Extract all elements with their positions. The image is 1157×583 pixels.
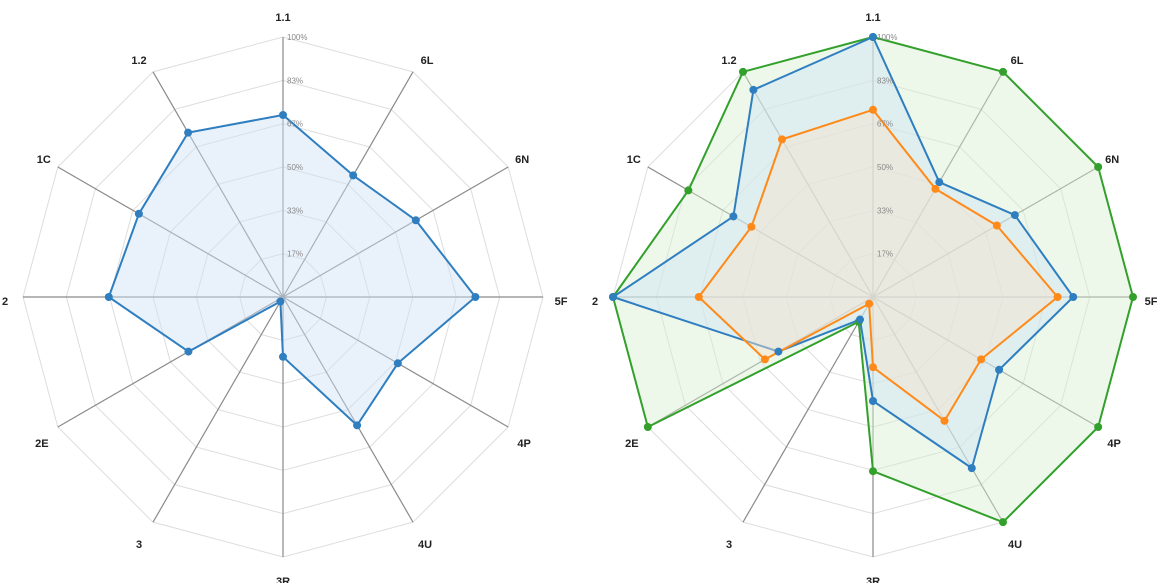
tick-label: 50% (877, 163, 893, 172)
data-point (134, 209, 143, 218)
data-point (1094, 423, 1103, 431)
data-point (869, 363, 877, 372)
category-label: 3R (276, 576, 290, 583)
tick-label: 67% (287, 120, 303, 129)
tick-label: 33% (287, 206, 303, 215)
data-point (992, 221, 1001, 230)
data-point (279, 111, 287, 119)
data-point (694, 293, 703, 301)
data-point (778, 135, 786, 144)
data-point (869, 33, 877, 41)
data-point (869, 397, 877, 405)
category-label: 1C (37, 154, 51, 166)
axis-spoke (742, 296, 874, 523)
tick-label: 83% (287, 76, 303, 85)
data-point (184, 128, 193, 137)
tick-label: 83% (877, 76, 893, 85)
data-point (353, 421, 362, 430)
category-label: 1.2 (131, 55, 146, 67)
data-point (760, 355, 769, 364)
axis-spoke (57, 166, 284, 298)
data-point (1094, 163, 1103, 171)
data-point (1053, 293, 1062, 301)
data-point (999, 518, 1007, 527)
data-point (869, 467, 877, 476)
data-point (931, 184, 940, 193)
data-point (995, 365, 1004, 374)
category-label: 6L (1011, 55, 1024, 67)
axis-spoke (282, 296, 414, 523)
series-area (107, 114, 477, 427)
category-label: 4U (418, 539, 432, 551)
data-point (729, 212, 738, 221)
tick-label: 50% (287, 163, 303, 172)
data-point (1069, 293, 1078, 301)
data-point (977, 355, 986, 364)
category-label: 4U (1008, 539, 1022, 551)
data-point (865, 299, 874, 308)
category-label: 4P (517, 438, 530, 450)
data-point (739, 67, 747, 76)
data-point (276, 297, 285, 306)
data-point (940, 416, 949, 425)
data-point (609, 293, 617, 301)
category-label: 6N (1105, 154, 1119, 166)
category-label: 2 (592, 296, 598, 308)
tick-label: 100% (287, 33, 307, 42)
data-point (643, 423, 652, 431)
category-label: 1C (627, 154, 641, 166)
category-label: 2E (35, 438, 48, 450)
category-label: 6L (421, 55, 434, 67)
axis-spoke (57, 296, 284, 428)
data-point (1010, 211, 1019, 220)
axis-spoke (872, 296, 1004, 523)
data-point (999, 67, 1007, 76)
tick-label: 17% (877, 250, 893, 259)
category-label: 2E (625, 438, 638, 450)
category-label: 3R (866, 576, 880, 583)
axis-spoke (282, 166, 509, 298)
data-point (411, 216, 420, 225)
data-point (184, 347, 193, 356)
axis-spoke (152, 296, 284, 523)
axis-spoke (872, 166, 1099, 298)
category-label: 2 (2, 296, 8, 308)
axis-spoke (742, 71, 874, 298)
data-point (856, 315, 864, 324)
data-point (349, 171, 358, 180)
radar-chart-1: 17% 33% 50% 67% 83% 100% 1.1 6L 6N 5F 4P 4U 3R 3 2E 2 1C… (2, 12, 568, 583)
data-point (393, 359, 402, 368)
data-point (749, 85, 758, 94)
category-label: 5F (1145, 296, 1157, 308)
axis-spoke (152, 71, 284, 298)
radar-chart-2: 17% 33% 50% 67% 83% 100% 1.1 6L 6N 5F 4P 4U 3R 3 2E 2 1C… (592, 12, 1157, 583)
category-label: 5F (555, 296, 568, 308)
tick-label: 100% (877, 33, 897, 42)
axis-spoke (647, 296, 874, 428)
data-point (935, 178, 944, 187)
axis-spoke (282, 71, 414, 298)
data-point (1129, 293, 1137, 301)
category-label: 1.1 (865, 12, 880, 24)
category-label: 6N (515, 154, 529, 166)
tick-label: 67% (877, 120, 893, 129)
tick-label: 17% (287, 250, 303, 259)
category-label: 4P (1107, 438, 1120, 450)
data-point (471, 293, 480, 301)
category-label: 1.2 (721, 55, 736, 67)
data-point (967, 464, 976, 473)
category-label: 1.1 (275, 12, 290, 24)
tick-label: 33% (877, 206, 893, 215)
data-point (747, 222, 756, 231)
category-label: 3 (136, 539, 142, 551)
data-point (279, 352, 287, 361)
data-point (104, 293, 113, 301)
data-point (774, 347, 783, 356)
category-label: 3 (726, 539, 732, 551)
data-point (869, 105, 877, 114)
axis-spoke (872, 296, 1099, 428)
data-point (684, 186, 693, 195)
